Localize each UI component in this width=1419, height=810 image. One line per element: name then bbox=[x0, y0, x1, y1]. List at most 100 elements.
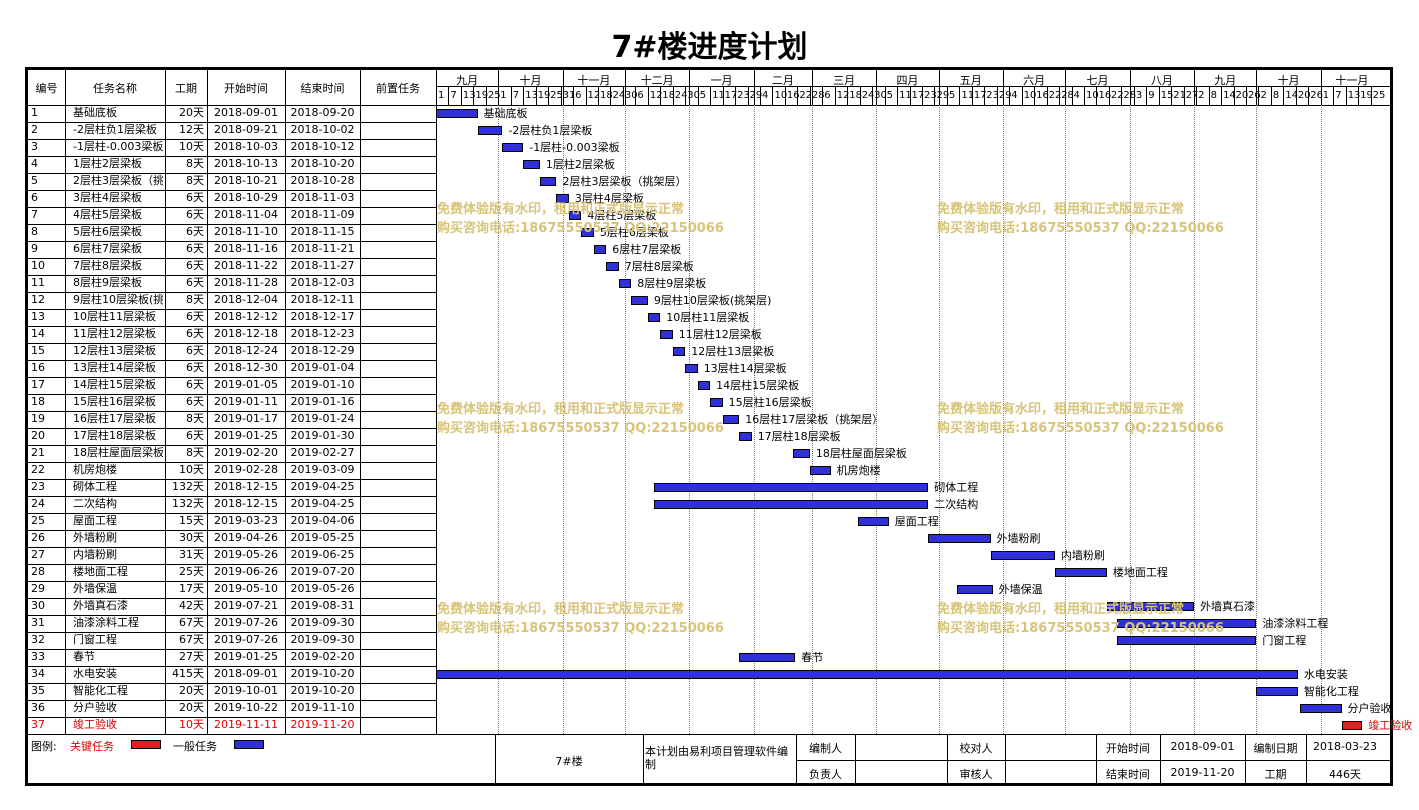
task-duration: 20天 bbox=[179, 106, 204, 119]
gantt-bar[interactable] bbox=[436, 670, 1298, 679]
gantt-bar[interactable] bbox=[502, 143, 524, 152]
gantt-bar[interactable] bbox=[660, 330, 673, 339]
day-tick-label: 28 bbox=[1061, 90, 1074, 101]
gantt-bar[interactable] bbox=[739, 432, 752, 441]
gantt-bar[interactable] bbox=[1300, 704, 1342, 713]
task-duration: 42天 bbox=[179, 599, 204, 612]
table-col-line bbox=[165, 70, 166, 734]
day-tick-label: 23 bbox=[737, 90, 750, 101]
day-tick bbox=[884, 86, 886, 105]
gantt-bar-label: 外墙保温 bbox=[998, 583, 1043, 596]
task-start: 2019-07-21 bbox=[214, 599, 278, 612]
gantt-bar[interactable] bbox=[593, 245, 607, 254]
gantt-bar[interactable] bbox=[857, 517, 889, 526]
task-start: 2018-12-24 bbox=[214, 344, 278, 357]
gantt-bar[interactable] bbox=[568, 211, 582, 220]
day-tick bbox=[922, 86, 923, 105]
day-tick-label: 12 bbox=[836, 90, 850, 101]
task-end: 2018-12-29 bbox=[290, 344, 355, 357]
gantt-bar[interactable] bbox=[654, 500, 929, 509]
task-no: 11 bbox=[31, 276, 45, 289]
day-tick-label: 11 bbox=[961, 90, 975, 101]
day-tick-label: 6 bbox=[575, 90, 582, 101]
gantt-bar[interactable] bbox=[523, 160, 540, 169]
gantt-bar[interactable] bbox=[477, 126, 503, 135]
gantt-bar[interactable] bbox=[1106, 602, 1195, 611]
gantt-bar[interactable] bbox=[436, 109, 478, 118]
day-tick-label: 17 bbox=[911, 90, 925, 101]
day-tick-label: 29 bbox=[749, 90, 763, 101]
gantt-bar[interactable] bbox=[957, 585, 993, 594]
day-tick-label: 23 bbox=[924, 90, 937, 101]
day-tick-label: 28 bbox=[1123, 90, 1137, 101]
day-tick bbox=[847, 86, 849, 105]
task-name: 16层柱17层梁板（挑架层） bbox=[73, 412, 163, 425]
gantt-bar[interactable] bbox=[539, 177, 557, 186]
task-no: 35 bbox=[31, 684, 45, 697]
day-tick bbox=[635, 86, 637, 105]
gantt-bar[interactable] bbox=[928, 534, 991, 543]
task-end: 2018-11-09 bbox=[290, 208, 355, 221]
month-divider bbox=[938, 70, 940, 105]
table-row-line bbox=[28, 700, 436, 701]
software-note: 本计划由易利项目管理软件编制 bbox=[645, 745, 788, 771]
month-divider bbox=[1194, 70, 1196, 105]
day-tick-label: 11 bbox=[899, 90, 912, 101]
day-tick bbox=[660, 86, 662, 105]
day-tick-label: 19 bbox=[475, 90, 489, 101]
task-duration: 6天 bbox=[186, 259, 204, 272]
gantt-bar[interactable] bbox=[647, 313, 661, 322]
task-start: 2018-10-03 bbox=[214, 140, 278, 153]
gantt-bar[interactable] bbox=[1054, 568, 1107, 577]
gantt-bar[interactable] bbox=[618, 279, 632, 288]
task-start: 2019-10-22 bbox=[214, 701, 278, 714]
gantt-bar[interactable] bbox=[672, 347, 686, 356]
gantt-bar-label: -2层柱负1层梁板 bbox=[508, 124, 593, 137]
day-tick bbox=[1059, 86, 1061, 105]
gantt-bar[interactable] bbox=[581, 228, 594, 237]
gantt-bar[interactable] bbox=[697, 381, 711, 390]
day-tick bbox=[1270, 86, 1272, 105]
gantt-bar[interactable] bbox=[990, 551, 1055, 560]
table-row-line bbox=[28, 445, 436, 446]
watermark-line: 免费体验版有水印，租用和正式版显示正常 bbox=[937, 402, 1185, 417]
task-name: 9层柱10层梁板(挑架层) bbox=[73, 293, 163, 306]
gantt-bar[interactable] bbox=[606, 262, 619, 271]
task-name: 砌体工程 bbox=[73, 480, 117, 493]
footer-col-line bbox=[1005, 734, 1006, 785]
gantt-bar[interactable] bbox=[1341, 721, 1363, 730]
month-label: 十月 bbox=[1277, 74, 1300, 87]
footer-mid-line bbox=[796, 760, 1390, 761]
table-row-line bbox=[28, 190, 436, 191]
task-name: 油漆涂料工程 bbox=[73, 616, 139, 629]
task-name: 竣工验收 bbox=[73, 718, 117, 731]
day-tick bbox=[1283, 86, 1285, 105]
gantt-bar[interactable] bbox=[1117, 619, 1257, 628]
gantt-bar[interactable] bbox=[739, 653, 796, 662]
gantt-bar[interactable] bbox=[809, 466, 831, 475]
task-start: 2018-11-04 bbox=[214, 208, 278, 221]
gantt-bar[interactable] bbox=[1256, 687, 1298, 696]
day-tick bbox=[834, 86, 836, 105]
gantt-bar-label: 4层柱5层梁板 bbox=[587, 209, 657, 222]
gantt-bar[interactable] bbox=[793, 449, 810, 458]
month-divider bbox=[625, 70, 626, 105]
gantt-bar[interactable] bbox=[710, 398, 723, 407]
table-row-line bbox=[28, 581, 436, 582]
gantt-bar[interactable] bbox=[556, 194, 569, 203]
task-no: 16 bbox=[31, 361, 45, 374]
day-tick bbox=[959, 86, 961, 105]
day-tick bbox=[1258, 86, 1260, 105]
watermark-line: 免费体验版有水印，租用和正式版显示正常 bbox=[437, 202, 685, 217]
task-no: 13 bbox=[31, 310, 45, 323]
gantt-bar-label: 门窗工程 bbox=[1262, 634, 1307, 647]
gantt-bar[interactable] bbox=[631, 296, 648, 305]
day-tick bbox=[1308, 86, 1310, 105]
gantt-bar[interactable] bbox=[654, 483, 929, 492]
gantt-bar[interactable] bbox=[685, 364, 698, 373]
gantt-bar[interactable] bbox=[722, 415, 740, 424]
gantt-bar[interactable] bbox=[1117, 636, 1257, 645]
day-tick-label: 22 bbox=[1048, 90, 1062, 101]
task-duration: 67天 bbox=[179, 633, 204, 646]
day-tick bbox=[1171, 86, 1173, 105]
